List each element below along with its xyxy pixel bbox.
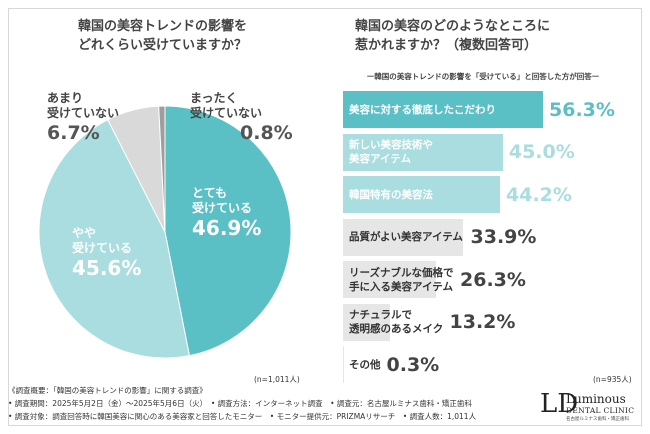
bar-sample-size: (n=935人)	[593, 375, 632, 384]
bar-chart-subtitle: ー韓国の美容トレンドの影響を「受けている」と回答した方が回答ー	[366, 72, 600, 81]
bar-2	[343, 176, 501, 213]
bar-value-2: 44.2%	[506, 183, 572, 206]
pie-slice-1	[38, 119, 190, 359]
bar-value-0: 56.3%	[549, 98, 615, 121]
pie-sample-size: (n=1,011人)	[254, 375, 300, 384]
bar-label-6: その他	[349, 358, 381, 371]
bar-label-3: 品質がよい美容アイテム	[349, 231, 463, 243]
survey-note-2: • 調査期間：2025年5月2日（金）〜2025年5月6日（火） • 調査方法：…	[8, 399, 472, 408]
survey-notes: 《調査概要：「韓国の美容トレンドの影響」に関する調査》 • 調査期間：2025年…	[8, 384, 476, 423]
bar-value-5: 13.2%	[449, 311, 516, 333]
bar-title-line-2: 惹かれますか？（複数回答可）	[355, 38, 538, 53]
pie-slice-3	[158, 105, 166, 233]
pie-chart-title: 韓国の美容トレンドの影響を どれくらい受けていますか？	[0, 17, 325, 55]
survey-note-1: 《調査概要：「韓国の美容トレンドの影響」に関する調査》	[8, 386, 207, 395]
infographic-frame	[8, 8, 642, 426]
bar-label-2: 韓国特有の美容法	[349, 188, 433, 201]
pie-title-line-1: 韓国の美容トレンドの影響を	[77, 19, 247, 34]
bar-4	[343, 261, 437, 298]
bar-chart-title: 韓国の美容のどのようなところに 惹かれますか？（複数回答可）	[355, 17, 550, 55]
bar-value-1: 45.0%	[508, 141, 575, 163]
pie-slice-0	[164, 105, 292, 357]
bar-value-6: 0.3%	[386, 353, 440, 376]
bar-value-4: 26.3%	[460, 268, 526, 291]
bar-3	[343, 218, 464, 256]
bar-5	[343, 303, 390, 341]
bar-title-line-1: 韓国の美容のどのようなところに	[355, 19, 551, 34]
bar-1	[343, 133, 503, 171]
bar-label-4: リーズナブルな価格で 手に入る美容アイテム	[349, 266, 454, 293]
logo-name: Luminous	[566, 392, 626, 406]
logo-subtitle: DENTAL CLINIC	[566, 406, 635, 415]
pie-label-yaya: やや 受けている 45.6%	[72, 226, 142, 280]
pie-title-line-2: どれくらい受けていますか？	[77, 38, 247, 53]
pie-label-totemo: とても 受けている 46.9%	[192, 186, 262, 240]
bar-label-0: 美容に対する徹底したこだわり	[349, 103, 496, 116]
survey-note-3: • 調査対象：調査回答時に韓国美容に関心のある美容家と回答したモニター • モニ…	[8, 412, 477, 421]
bar-0	[343, 91, 543, 128]
logo-mark: LD	[540, 389, 579, 419]
logo-tagline: 名古屋ルミナス歯科・矯正歯科	[566, 417, 629, 422]
bar-label-1: 新しい美容技術や 美容アイテム	[349, 139, 433, 165]
bar-value-3: 33.9%	[470, 226, 537, 248]
bar-6	[343, 346, 345, 383]
pie-label-amari: あまり 受けていない 6.7%	[47, 91, 120, 144]
pie-label-mattaku: まったく 受けていない 0.8%	[190, 91, 293, 144]
bar-label-5: ナチュラルで 透明感のあるメイク	[349, 309, 444, 335]
